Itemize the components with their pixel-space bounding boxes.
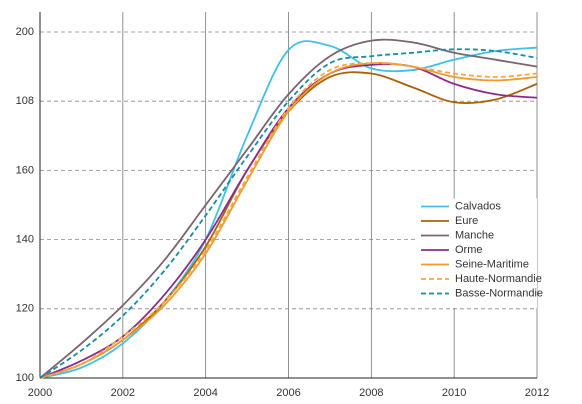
line [39, 38, 538, 379]
x-tick-label: 2004 [193, 387, 217, 399]
line [39, 40, 538, 379]
y-tick-label: 140 [16, 234, 34, 246]
y-tick-label: 120 [16, 303, 34, 315]
line [39, 48, 538, 379]
y-tick-label: 100 [16, 372, 34, 384]
y-tick-label: 108 [16, 95, 34, 107]
line [39, 63, 538, 379]
legend-label: Haute-Normandie [455, 273, 542, 285]
legend-label: Seine-Maritime [455, 258, 529, 270]
y-tick-label: 200 [16, 26, 34, 38]
legend-label: Manche [455, 229, 494, 241]
x-tick-label: 2012 [525, 387, 549, 399]
legend-label: Orme [455, 244, 483, 256]
x-tick-label: 2000 [28, 387, 52, 399]
legend-box [415, 198, 537, 308]
legend-label: Basse-Normandie [455, 287, 543, 299]
legend-label: Calvados [455, 200, 501, 212]
x-tick-label: 2002 [111, 387, 135, 399]
line [39, 62, 538, 379]
x-tick-label: 2006 [276, 387, 300, 399]
legend-label: Eure [455, 215, 478, 227]
line [39, 61, 538, 379]
y-tick-label: 160 [16, 164, 34, 176]
x-tick-label: 2008 [359, 387, 383, 399]
x-tick-label: 2010 [442, 387, 466, 399]
